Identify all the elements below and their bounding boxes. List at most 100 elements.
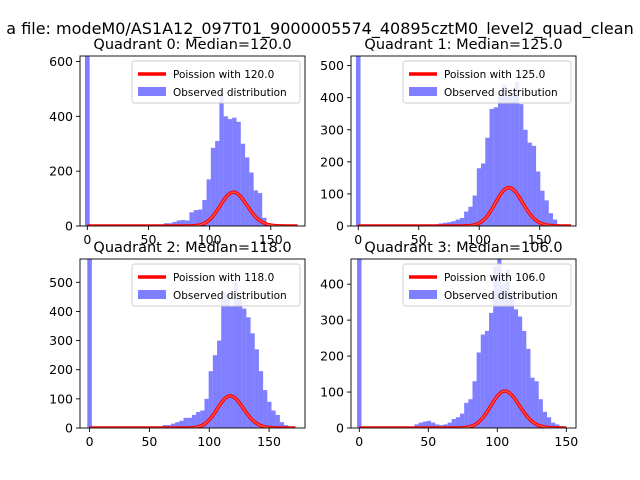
y-tick-label: 100 [320, 186, 344, 201]
histogram-bar [250, 333, 255, 428]
histogram-bar [176, 220, 181, 226]
histogram-bar [447, 422, 452, 428]
panel-title: Quadrant 3: Median=106.0 [364, 240, 562, 256]
histogram-bar [223, 116, 228, 226]
histogram-bar [472, 381, 477, 428]
histogram-bar [501, 284, 506, 428]
legend-hist-swatch [138, 290, 166, 299]
histogram-bar [534, 381, 539, 428]
legend-hist-label: Observed distribution [173, 290, 287, 302]
legend-curve-label: Poission with 118.0 [173, 272, 274, 284]
histogram-bar [227, 119, 233, 226]
histogram-bar [249, 172, 254, 226]
histogram-bar [275, 414, 280, 428]
legend: Poission with 120.0 Observed distribution [131, 60, 301, 104]
legend: Poission with 106.0 Observed distribution [402, 263, 572, 307]
histogram-bar [180, 219, 186, 226]
y-tick-label: 0 [65, 219, 73, 234]
histogram-bar [187, 417, 192, 428]
histogram-bar [518, 316, 523, 428]
histogram-bar [221, 291, 226, 428]
x-tick-label: 50 [141, 434, 157, 449]
histogram-bar [481, 163, 486, 226]
histogram-bar [198, 209, 203, 226]
histogram-bar [189, 212, 194, 226]
histogram-bar [271, 410, 276, 428]
histogram-bar [447, 222, 452, 226]
histogram-bar [229, 305, 234, 428]
histogram-bar [460, 413, 465, 428]
histogram-bar [258, 371, 264, 428]
histogram-bar [233, 282, 238, 428]
histogram-bar [464, 211, 469, 226]
histogram-bar [242, 308, 247, 428]
axes-frame [350, 55, 577, 227]
histogram-bar [547, 417, 552, 428]
histogram-bar [553, 219, 558, 226]
histogram-bar [493, 107, 498, 226]
quadrant-3-panel: 0 50 100 150 0 100 200 300 400 Quadrant 3: Median… [320, 240, 578, 449]
histogram-bar [505, 269, 510, 428]
y-tick-label: 400 [49, 109, 73, 124]
histogram-bar [263, 390, 268, 428]
histogram-bar [459, 217, 465, 226]
legend-curve-label: Poission with 106.0 [444, 272, 545, 284]
legend-hist-label: Observed distribution [173, 87, 287, 99]
y-tick-label: 300 [320, 313, 344, 328]
histogram-bar [210, 147, 216, 226]
histogram-bar [464, 402, 469, 428]
y-tick-label: 300 [320, 122, 344, 137]
legend-curve-label: Poission with 120.0 [173, 69, 274, 81]
histogram-bar [522, 330, 527, 428]
histogram-bar [519, 104, 524, 226]
histogram-bar [225, 293, 230, 428]
histogram-bar [497, 92, 503, 226]
x-tick-label: 0 [354, 232, 362, 247]
quadrant-1-panel: 0 50 100 150 0 100 200 300 400 500 Quadrant 1: Med… [320, 37, 577, 247]
histogram-bar [183, 417, 188, 428]
histogram-bar [513, 309, 519, 428]
histogram-bar [538, 399, 543, 428]
x-tick-label: 150 [554, 434, 578, 449]
histogram-bar [527, 142, 532, 226]
legend-box [402, 60, 572, 104]
histogram-bar [514, 81, 520, 226]
histogram-bar [254, 349, 259, 428]
y-tick-label: 200 [320, 349, 344, 364]
y-tick-label: 400 [49, 304, 73, 319]
legend-hist-swatch [409, 290, 437, 299]
histogram-zero-spike [355, 56, 361, 226]
histogram-bar [542, 411, 548, 428]
histogram-bar [506, 96, 511, 226]
histogram-bar [212, 355, 218, 428]
legend-hist-label: Observed distribution [444, 87, 558, 99]
histogram-zero-spike [357, 259, 362, 428]
y-tick-label: 200 [49, 362, 73, 377]
histogram-bar [455, 417, 461, 428]
legend-hist-label: Observed distribution [444, 290, 558, 302]
histogram-bar [172, 221, 177, 226]
histogram-bar [279, 422, 285, 428]
y-tick-label: 400 [320, 90, 344, 105]
histogram-bar [510, 92, 515, 226]
histogram-bar [476, 168, 482, 226]
legend-box [131, 263, 301, 307]
histogram-bar [217, 340, 222, 428]
axes-frame [350, 258, 577, 429]
panel-title: Quadrant 2: Median=118.0 [93, 240, 291, 256]
histogram-bar [489, 312, 494, 428]
legend: Poission with 125.0 Observed distribution [402, 60, 572, 104]
histogram-bar [526, 348, 531, 428]
histogram-bar [185, 220, 190, 226]
histogram-bar [237, 299, 243, 428]
y-tick-label: 0 [336, 421, 344, 436]
histogram-bar [245, 157, 250, 226]
histogram-bar [257, 193, 263, 226]
histogram-bar [485, 137, 490, 226]
histogram-bar [196, 411, 201, 428]
axes-frame [79, 55, 306, 227]
y-tick-label: 100 [320, 385, 344, 400]
axes-frame [79, 258, 306, 429]
x-tick-label: 150 [259, 232, 283, 247]
x-tick-label: 100 [197, 434, 221, 449]
